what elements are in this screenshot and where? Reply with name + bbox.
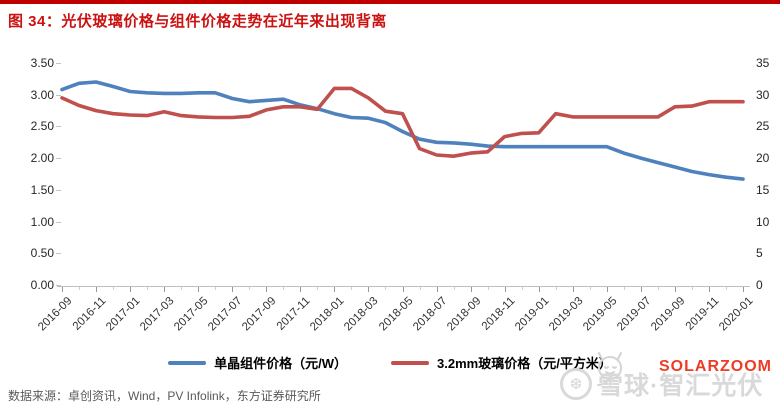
y-axis-left-tick-mark (56, 63, 61, 64)
y-axis-left-tick-label: 3.00 (30, 87, 54, 102)
x-axis-minor-tick-mark (623, 287, 625, 290)
y-axis-left-tick-mark (56, 189, 61, 191)
x-axis-minor-tick-mark (657, 287, 659, 290)
x-axis-tick-mark (436, 287, 438, 292)
x-axis-minor-tick-mark (351, 287, 353, 290)
x-axis-tick-mark (743, 287, 744, 292)
y-axis-left-tick-label: 3.50 (30, 56, 54, 70)
series-line-1 (60, 86, 745, 158)
x-axis-tick-mark (198, 287, 200, 292)
y-axis-left-tick-mark (56, 221, 61, 223)
x-axis-minor-tick-mark (555, 287, 557, 290)
x-axis-minor-tick-mark (487, 287, 489, 290)
y-axis-right-tick-label: 20 (756, 151, 770, 166)
x-axis-minor-tick-mark (113, 287, 115, 290)
x-axis-tick-mark (130, 287, 132, 292)
x-axis-tick-mark (674, 287, 676, 292)
x-axis-tick-mark (572, 287, 574, 292)
x-axis-minor-tick-mark (589, 287, 591, 290)
y-axis-left-tick-label: 0.00 (30, 278, 54, 292)
x-axis-tick-mark (62, 287, 63, 292)
x-axis-line (57, 286, 750, 287)
top-red-rule (0, 0, 780, 4)
x-axis-minor-tick-mark (79, 287, 81, 290)
series-line-0 (60, 80, 745, 181)
x-axis-tick-mark (640, 287, 642, 292)
snowflake-glyph: ❆ (569, 376, 583, 393)
x-axis-tick-mark (266, 287, 268, 292)
x-axis-minor-tick-mark (385, 287, 387, 290)
data-source-note: 数据来源：卓创资讯，Wind，PV Infolink，东方证券研究所 (8, 389, 321, 403)
x-axis-tick-mark (334, 287, 336, 292)
y-axis-right-tick-label: 5 (756, 246, 763, 261)
y-axis-left-tick-mark (56, 285, 61, 286)
x-axis-minor-tick-mark (283, 287, 285, 290)
x-axis-tick-mark (538, 287, 540, 292)
y-axis-left-tick-label: 1.50 (30, 182, 54, 197)
x-axis-minor-tick-mark (453, 287, 455, 290)
legend-entry-module-price: 单晶组件价格（元/W） (168, 353, 347, 372)
x-axis-minor-tick-mark (181, 287, 183, 290)
x-axis-minor-tick-mark (215, 287, 217, 290)
chart-legend: 单晶组件价格（元/W） 3.2mm玻璃价格（元/平方米） (0, 353, 780, 372)
x-axis-tick-mark (402, 287, 404, 292)
y-axis-right-tick-label: 10 (756, 214, 770, 229)
y-axis-left-tick-label: 0.50 (30, 246, 54, 261)
x-axis-tick-mark (164, 287, 166, 292)
legend-line-swatch-red (391, 360, 430, 365)
x-axis-tick-mark (504, 287, 506, 292)
xueqiu-snowball-logo-icon: ❆ (560, 368, 592, 400)
y-axis-left-tick-label: 2.00 (30, 151, 54, 166)
legend-entry-glass-price: 3.2mm玻璃价格（元/平方米） (391, 353, 612, 372)
x-axis-tick-mark (300, 287, 302, 292)
legend-label: 单晶组件价格（元/W） (214, 356, 348, 371)
y-axis-left-tick-mark (56, 158, 61, 160)
x-axis-minor-tick-mark (725, 287, 727, 290)
x-axis-minor-tick-mark (317, 287, 319, 290)
x-axis-tick-mark (96, 287, 98, 292)
x-axis-tick-mark (606, 287, 608, 292)
x-axis-tick-mark (470, 287, 472, 292)
watermark-solarzoom-text: SOLARZOOM (659, 358, 772, 375)
y-axis-left-tick-label: 1.00 (30, 214, 54, 229)
y-axis-right-tick-label: 15 (756, 182, 770, 197)
legend-label: 3.2mm玻璃价格（元/平方米） (437, 356, 612, 371)
x-axis-tick-mark (708, 287, 710, 292)
x-axis-minor-tick-mark (691, 287, 693, 290)
y-axis-left-tick-mark (56, 253, 61, 255)
x-axis-tick-mark (368, 287, 370, 292)
x-axis-minor-tick-mark (147, 287, 149, 290)
y-axis-right-tick-label: 25 (756, 119, 770, 134)
x-axis-minor-tick-mark (419, 287, 421, 290)
y-axis-right-tick-label: 35 (756, 56, 770, 70)
x-axis-minor-tick-mark (249, 287, 251, 290)
figure-title: 图 34：光伏玻璃价格与组件价格走势在近年来出现背离 (8, 13, 387, 30)
y-axis-right-tick-label: 30 (756, 87, 770, 102)
x-axis-minor-tick-mark (521, 287, 523, 290)
legend-line-swatch-blue (168, 360, 207, 365)
y-axis-left-tick-mark (56, 126, 61, 128)
y-axis-left-tick-label: 2.50 (30, 119, 54, 134)
x-axis-tick-mark (232, 287, 234, 292)
y-axis-left-tick-mark (56, 94, 61, 96)
y-axis-right-tick-label: 0 (756, 278, 763, 292)
